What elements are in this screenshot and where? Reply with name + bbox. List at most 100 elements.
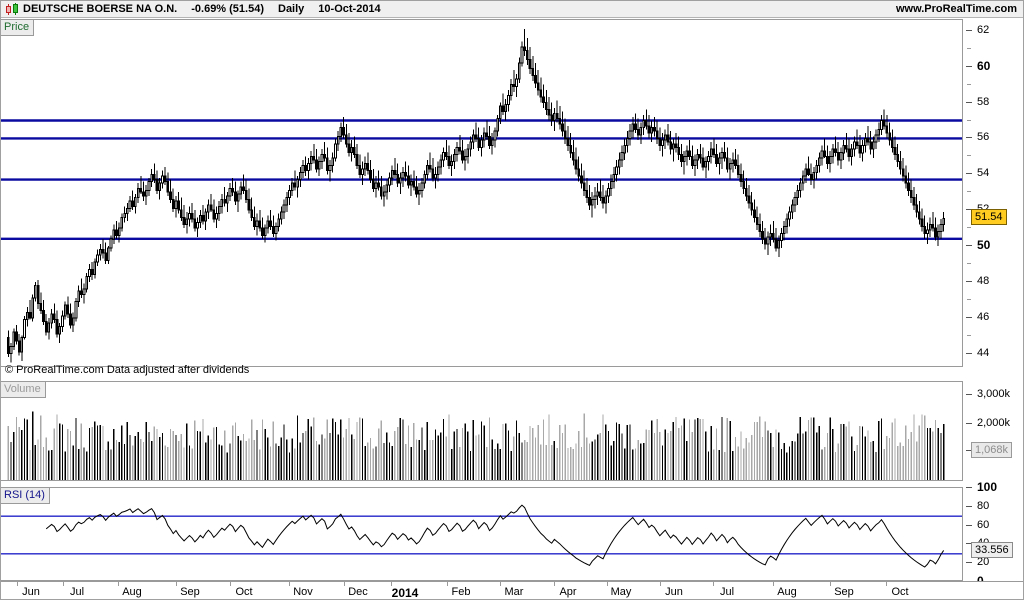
price-tick-label: 60 bbox=[977, 58, 991, 73]
copyright-note: © ProRealTime.com Data adjusted after di… bbox=[5, 364, 250, 376]
last-volume-badge[interactable]: 1,068k bbox=[971, 442, 1013, 458]
volume-tick-label: 3,000k bbox=[977, 388, 1011, 400]
date-tick-label: Mar bbox=[504, 586, 524, 598]
date-tick-mark bbox=[713, 582, 714, 586]
price-tick-label: 50 bbox=[977, 238, 991, 252]
date-tick-mark bbox=[289, 582, 290, 586]
price-tick-mark bbox=[966, 316, 972, 318]
price-tick-mark bbox=[966, 29, 972, 31]
candlestick-icon bbox=[1, 2, 23, 16]
date-tick-mark bbox=[554, 582, 555, 586]
timeframe-label: Daily bbox=[278, 3, 305, 15]
rsi-tick-label: 80 bbox=[977, 499, 990, 512]
date-tick-mark bbox=[391, 582, 392, 586]
rsi-panel-tag[interactable]: RSI (14) bbox=[1, 488, 50, 504]
price-tick-label: 58 bbox=[977, 95, 990, 108]
date-axis[interactable]: Jun Jul Aug Sep Oct Nov Dec 2014 Feb Mar Apr May Jun… bbox=[1, 581, 1023, 600]
rsi-tick-mark bbox=[966, 562, 972, 564]
rsi-tick-label: 100 bbox=[977, 480, 998, 494]
brand-link[interactable]: www.ProRealTime.com bbox=[895, 3, 1017, 15]
date-tick-label: Aug bbox=[122, 586, 142, 598]
price-tick-mark bbox=[966, 209, 972, 211]
last-price-badge[interactable]: 51.54 bbox=[971, 209, 1007, 226]
date-tick-mark bbox=[830, 582, 831, 586]
price-tick-mark bbox=[966, 245, 972, 246]
price-tick-label: 48 bbox=[977, 274, 990, 287]
rsi-plot bbox=[1, 504, 962, 568]
date-tick-label: May bbox=[610, 586, 632, 598]
price-minor-tick bbox=[967, 155, 971, 157]
price-tick-mark bbox=[966, 101, 972, 103]
date-tick-label: Oct bbox=[235, 586, 253, 598]
date-tick-label: Jul bbox=[69, 586, 85, 598]
date-tick-label: Sep bbox=[834, 586, 854, 598]
date-tick-label: Dec bbox=[348, 586, 368, 598]
date-tick-mark bbox=[230, 582, 231, 586]
price-panel-tag[interactable]: Price bbox=[1, 20, 35, 36]
volume-axis[interactable]: 3,000k 2,000k 1,068k bbox=[963, 381, 1023, 481]
price-tick-mark bbox=[966, 173, 972, 175]
date-tick-mark bbox=[63, 582, 64, 586]
date-tick-label: Oct bbox=[891, 586, 909, 598]
volume-panel-tag[interactable]: Volume bbox=[1, 382, 46, 398]
price-tick-label: 56 bbox=[977, 131, 990, 144]
rsi-tick-mark bbox=[966, 543, 972, 545]
price-minor-tick bbox=[967, 47, 971, 49]
date-tick-mark bbox=[176, 582, 177, 586]
price-minor-tick bbox=[967, 83, 971, 85]
price-tick-label: 44 bbox=[977, 346, 990, 359]
date-tick-label: Apr bbox=[559, 586, 577, 598]
volume-panel[interactable]: Volume bbox=[1, 381, 963, 481]
rsi-axis[interactable]: 10080604020033.556 bbox=[963, 480, 1023, 588]
date-tick-label: Jul bbox=[719, 586, 735, 598]
price-minor-tick bbox=[967, 334, 971, 336]
price-change: -0.69% (51.54) bbox=[191, 3, 264, 15]
volume-tick-mark bbox=[966, 394, 972, 395]
chart-header: DEUTSCHE BOERSE NA O.N. -0.69% (51.54) D… bbox=[1, 1, 1023, 18]
price-tick-label: 54 bbox=[977, 167, 990, 180]
rsi-panel[interactable]: RSI (14) bbox=[1, 487, 963, 581]
date-tick-label: Nov bbox=[293, 586, 313, 598]
date-tick-mark bbox=[500, 582, 501, 586]
price-tick-mark bbox=[966, 137, 972, 139]
date-tick-mark bbox=[17, 582, 18, 586]
price-minor-tick bbox=[967, 227, 971, 229]
instrument-name: DEUTSCHE BOERSE NA O.N. bbox=[23, 3, 178, 15]
price-tick-mark bbox=[966, 352, 972, 354]
price-minor-tick bbox=[967, 191, 971, 193]
price-minor-tick bbox=[967, 298, 971, 300]
price-tick-label: 62 bbox=[977, 23, 990, 36]
date-tick-mark bbox=[660, 582, 661, 586]
price-axis[interactable]: 6260585654525048464451.54 bbox=[963, 19, 1023, 367]
price-panel[interactable]: Price bbox=[1, 19, 963, 367]
price-tick-mark bbox=[966, 65, 972, 67]
volume-plot bbox=[7, 411, 945, 480]
date-tick-mark bbox=[607, 582, 608, 586]
date-tick-label: Feb bbox=[451, 586, 471, 598]
rsi-tick-mark bbox=[966, 487, 972, 488]
date-tick-label: Aug bbox=[777, 586, 797, 598]
date-tick-mark bbox=[447, 582, 448, 586]
rsi-tick-mark bbox=[966, 505, 972, 507]
volume-tick-mark bbox=[966, 423, 972, 424]
chart-date: 10-Oct-2014 bbox=[318, 3, 381, 15]
date-tick-mark bbox=[118, 582, 119, 586]
date-tick-mark bbox=[886, 582, 887, 586]
date-tick-label: Sep bbox=[180, 586, 200, 598]
rsi-tick-label: 20 bbox=[977, 556, 990, 569]
rsi-tick-label: 60 bbox=[977, 518, 990, 531]
volume-value-tick bbox=[966, 450, 972, 451]
date-tick-mark bbox=[773, 582, 774, 586]
price-tick-label: 46 bbox=[977, 310, 990, 323]
rsi-tick-mark bbox=[966, 524, 972, 526]
price-plot bbox=[1, 28, 962, 363]
price-minor-tick bbox=[967, 119, 971, 121]
date-tick-label: Jun bbox=[665, 586, 683, 598]
last-rsi-badge[interactable]: 33.556 bbox=[971, 541, 1013, 558]
price-tick-mark bbox=[966, 280, 972, 282]
date-tick-label: 2014 bbox=[391, 586, 419, 600]
volume-tick-label: 2,000k bbox=[977, 417, 1011, 429]
date-tick-label: Jun bbox=[22, 586, 40, 598]
price-minor-tick bbox=[967, 263, 971, 264]
